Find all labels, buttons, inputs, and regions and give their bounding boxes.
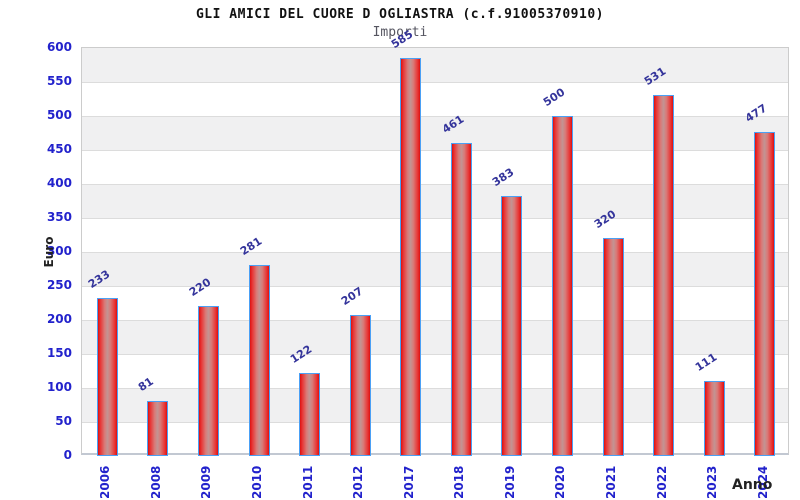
y-tick-label: 50 <box>55 414 72 428</box>
y-tick-label: 100 <box>46 380 72 394</box>
bar <box>349 315 371 456</box>
x-tick-label: 2021 <box>604 465 618 499</box>
bar <box>551 116 573 456</box>
bar-value-label: 207 <box>338 284 365 309</box>
gridline <box>82 217 788 219</box>
x-tick-label: 2020 <box>553 465 568 499</box>
y-tick-label: 450 <box>46 142 72 156</box>
bar <box>653 94 675 456</box>
gridline <box>82 387 788 389</box>
bar <box>248 264 270 456</box>
y-tick-label: 200 <box>46 312 72 326</box>
plot-band <box>82 48 788 82</box>
gridline <box>82 319 788 321</box>
bar <box>754 131 776 456</box>
bar <box>197 306 219 456</box>
bar <box>147 400 169 456</box>
gridline <box>82 251 788 253</box>
y-tick-label: 550 <box>46 74 72 88</box>
y-tick-label: 250 <box>46 278 72 292</box>
plot-band <box>82 320 788 354</box>
bar-value-label: 500 <box>540 85 568 109</box>
x-tick-label: 2009 <box>199 465 214 499</box>
y-tick-label: 150 <box>46 346 72 360</box>
gridline <box>82 183 788 185</box>
bar <box>602 238 624 456</box>
bar <box>299 373 321 456</box>
x-tick-label: 2023 <box>705 465 720 499</box>
y-tick-label: 0 <box>63 448 72 462</box>
x-tick-label: 2011 <box>300 465 315 499</box>
bar <box>400 58 422 456</box>
bar <box>450 142 472 456</box>
bar <box>501 195 523 456</box>
gridline <box>82 115 788 117</box>
gridline <box>82 149 788 151</box>
x-tick-label: 2010 <box>250 465 264 499</box>
x-tick-label: 2022 <box>654 465 669 499</box>
plot-band <box>82 184 788 218</box>
gridline <box>82 421 788 423</box>
plot-band <box>82 116 788 150</box>
y-tick-label: 350 <box>46 210 72 224</box>
y-tick-label: 300 <box>46 244 72 258</box>
y-tick-label: 400 <box>46 176 72 190</box>
y-axis-title: Euro <box>42 236 56 268</box>
plot-band <box>82 252 788 286</box>
x-tick-label: 2012 <box>351 465 366 499</box>
bar <box>703 380 725 456</box>
x-tick-label: 2006 <box>98 465 113 499</box>
gridline <box>82 285 788 287</box>
x-axis-title: Anno <box>732 477 773 493</box>
plot-area: 233 81 220 281 122 207 585 461 383 500 320 531 111 47… <box>81 28 789 456</box>
y-tick-label: 500 <box>46 108 72 122</box>
gridline <box>82 81 788 83</box>
x-tick-label: 2019 <box>502 465 517 499</box>
bar <box>96 297 118 456</box>
x-tick-label: 2008 <box>148 465 163 499</box>
y-tick-label: 600 <box>46 40 72 54</box>
x-tick-label: 2018 <box>452 465 467 499</box>
chart-subtitle: Importi <box>372 25 428 40</box>
plot-band <box>82 388 788 422</box>
gridline <box>82 353 788 355</box>
chart-title: GLI AMICI DEL CUORE D OGLIASTRA (c.f.910… <box>195 7 604 22</box>
x-tick-label: 2017 <box>401 465 416 499</box>
